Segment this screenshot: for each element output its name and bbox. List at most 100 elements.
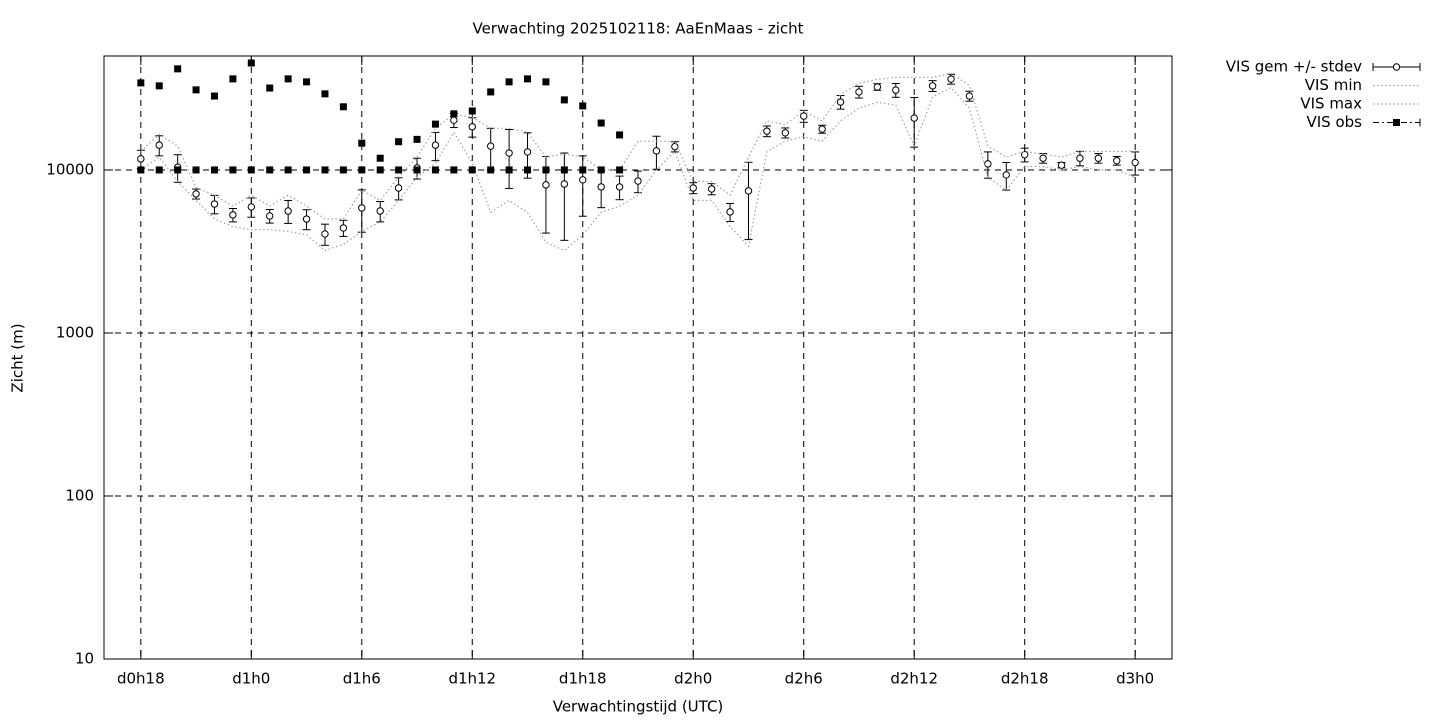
- mean-point: [1002, 171, 1010, 179]
- obs-point: [192, 166, 200, 174]
- mean-point: [1039, 154, 1047, 162]
- obs-point: [266, 166, 274, 174]
- mean-point: [1131, 158, 1139, 167]
- mean-point: [634, 177, 642, 185]
- series-line: [140, 72, 1136, 220]
- obs-point: [431, 166, 439, 174]
- plot-border: [103, 55, 1173, 660]
- obs-point: [542, 78, 550, 86]
- mean-point: [302, 215, 311, 223]
- obs-point: [413, 135, 421, 143]
- mean-point: [486, 142, 495, 150]
- mean-point: [800, 112, 808, 120]
- mean-point: [155, 141, 163, 149]
- mean-point: [579, 176, 587, 184]
- obs-point: [229, 166, 237, 174]
- obs-point: [376, 166, 384, 174]
- obs-point: [579, 166, 587, 174]
- x-tick-label: d1h0: [232, 670, 270, 688]
- legend-label: VIS min: [1305, 76, 1362, 94]
- mean-point: [505, 149, 513, 157]
- mean-point: [450, 116, 458, 124]
- mean-point: [266, 212, 274, 220]
- x-tick-label: d2h18: [1001, 670, 1049, 688]
- mean-point: [192, 190, 200, 198]
- obs-point: [395, 166, 403, 174]
- mean-point: [1020, 151, 1029, 159]
- obs-point: [192, 86, 200, 94]
- legend-label: VIS max: [1300, 95, 1362, 113]
- obs-point: [395, 138, 403, 146]
- y-tick-label: 10: [75, 650, 94, 668]
- obs-point: [597, 166, 605, 174]
- mean-point: [137, 155, 145, 163]
- mean-point: [542, 181, 550, 189]
- mean-point: [763, 127, 771, 135]
- legend-swatch: [1393, 119, 1400, 126]
- x-tick-label: d2h12: [890, 670, 938, 688]
- mean-point: [836, 98, 845, 106]
- obs-point: [487, 88, 495, 96]
- mean-point: [689, 184, 697, 192]
- mean-point: [947, 75, 955, 83]
- mean-point: [781, 129, 790, 137]
- mean-point: [229, 211, 237, 219]
- y-axis-label: Zicht (m): [9, 323, 27, 392]
- obs-point: [339, 166, 347, 174]
- obs-point: [560, 166, 568, 174]
- obs-point: [616, 131, 624, 139]
- obs-point: [505, 166, 513, 174]
- x-tick-label: d1h6: [343, 670, 381, 688]
- obs-point: [174, 65, 182, 73]
- mean-point: [339, 224, 348, 232]
- obs-point: [210, 166, 218, 174]
- obs-point: [524, 75, 532, 83]
- legend-swatch: [1392, 63, 1401, 71]
- mean-point: [1094, 154, 1103, 162]
- mean-point: [523, 148, 532, 156]
- obs-point: [339, 103, 347, 111]
- obs-point: [155, 82, 163, 90]
- mean-point: [597, 183, 605, 191]
- mean-point: [707, 185, 716, 193]
- obs-point: [505, 78, 513, 86]
- mean-point: [468, 123, 476, 131]
- obs-point: [560, 96, 568, 104]
- mean-point: [376, 207, 384, 215]
- obs-point: [358, 166, 366, 174]
- x-tick-label: d2h6: [785, 670, 823, 688]
- obs-point: [303, 166, 311, 174]
- obs-point: [284, 75, 292, 83]
- mean-point: [431, 141, 440, 149]
- chart-title: Verwachting 2025102118: AaEnMaas - zicht: [472, 20, 803, 38]
- obs-point: [376, 154, 384, 162]
- obs-point: [137, 79, 145, 87]
- obs-point: [137, 166, 145, 174]
- obs-point: [174, 166, 182, 174]
- x-tick-label: d0h18: [117, 670, 165, 688]
- obs-point: [247, 166, 255, 174]
- obs-point: [487, 166, 495, 174]
- mean-point: [910, 114, 918, 122]
- x-axis-label: Verwachtingstijd (UTC): [553, 698, 724, 716]
- obs-point: [542, 166, 550, 174]
- mean-point: [744, 187, 753, 195]
- mean-point: [726, 208, 734, 216]
- obs-point: [524, 166, 532, 174]
- mean-point: [965, 92, 974, 100]
- obs-point: [266, 84, 274, 92]
- obs-point: [247, 59, 255, 67]
- mean-point: [1076, 154, 1084, 162]
- obs-point: [450, 166, 458, 174]
- mean-point: [892, 86, 900, 94]
- obs-point: [284, 166, 292, 174]
- mean-point: [560, 180, 569, 188]
- x-tick-label: d1h12: [448, 670, 496, 688]
- mean-point: [210, 200, 219, 208]
- mean-point: [1113, 156, 1121, 165]
- obs-point: [303, 78, 311, 86]
- obs-point: [155, 166, 163, 174]
- obs-point: [229, 75, 237, 83]
- y-tick-label: 1000: [56, 323, 94, 341]
